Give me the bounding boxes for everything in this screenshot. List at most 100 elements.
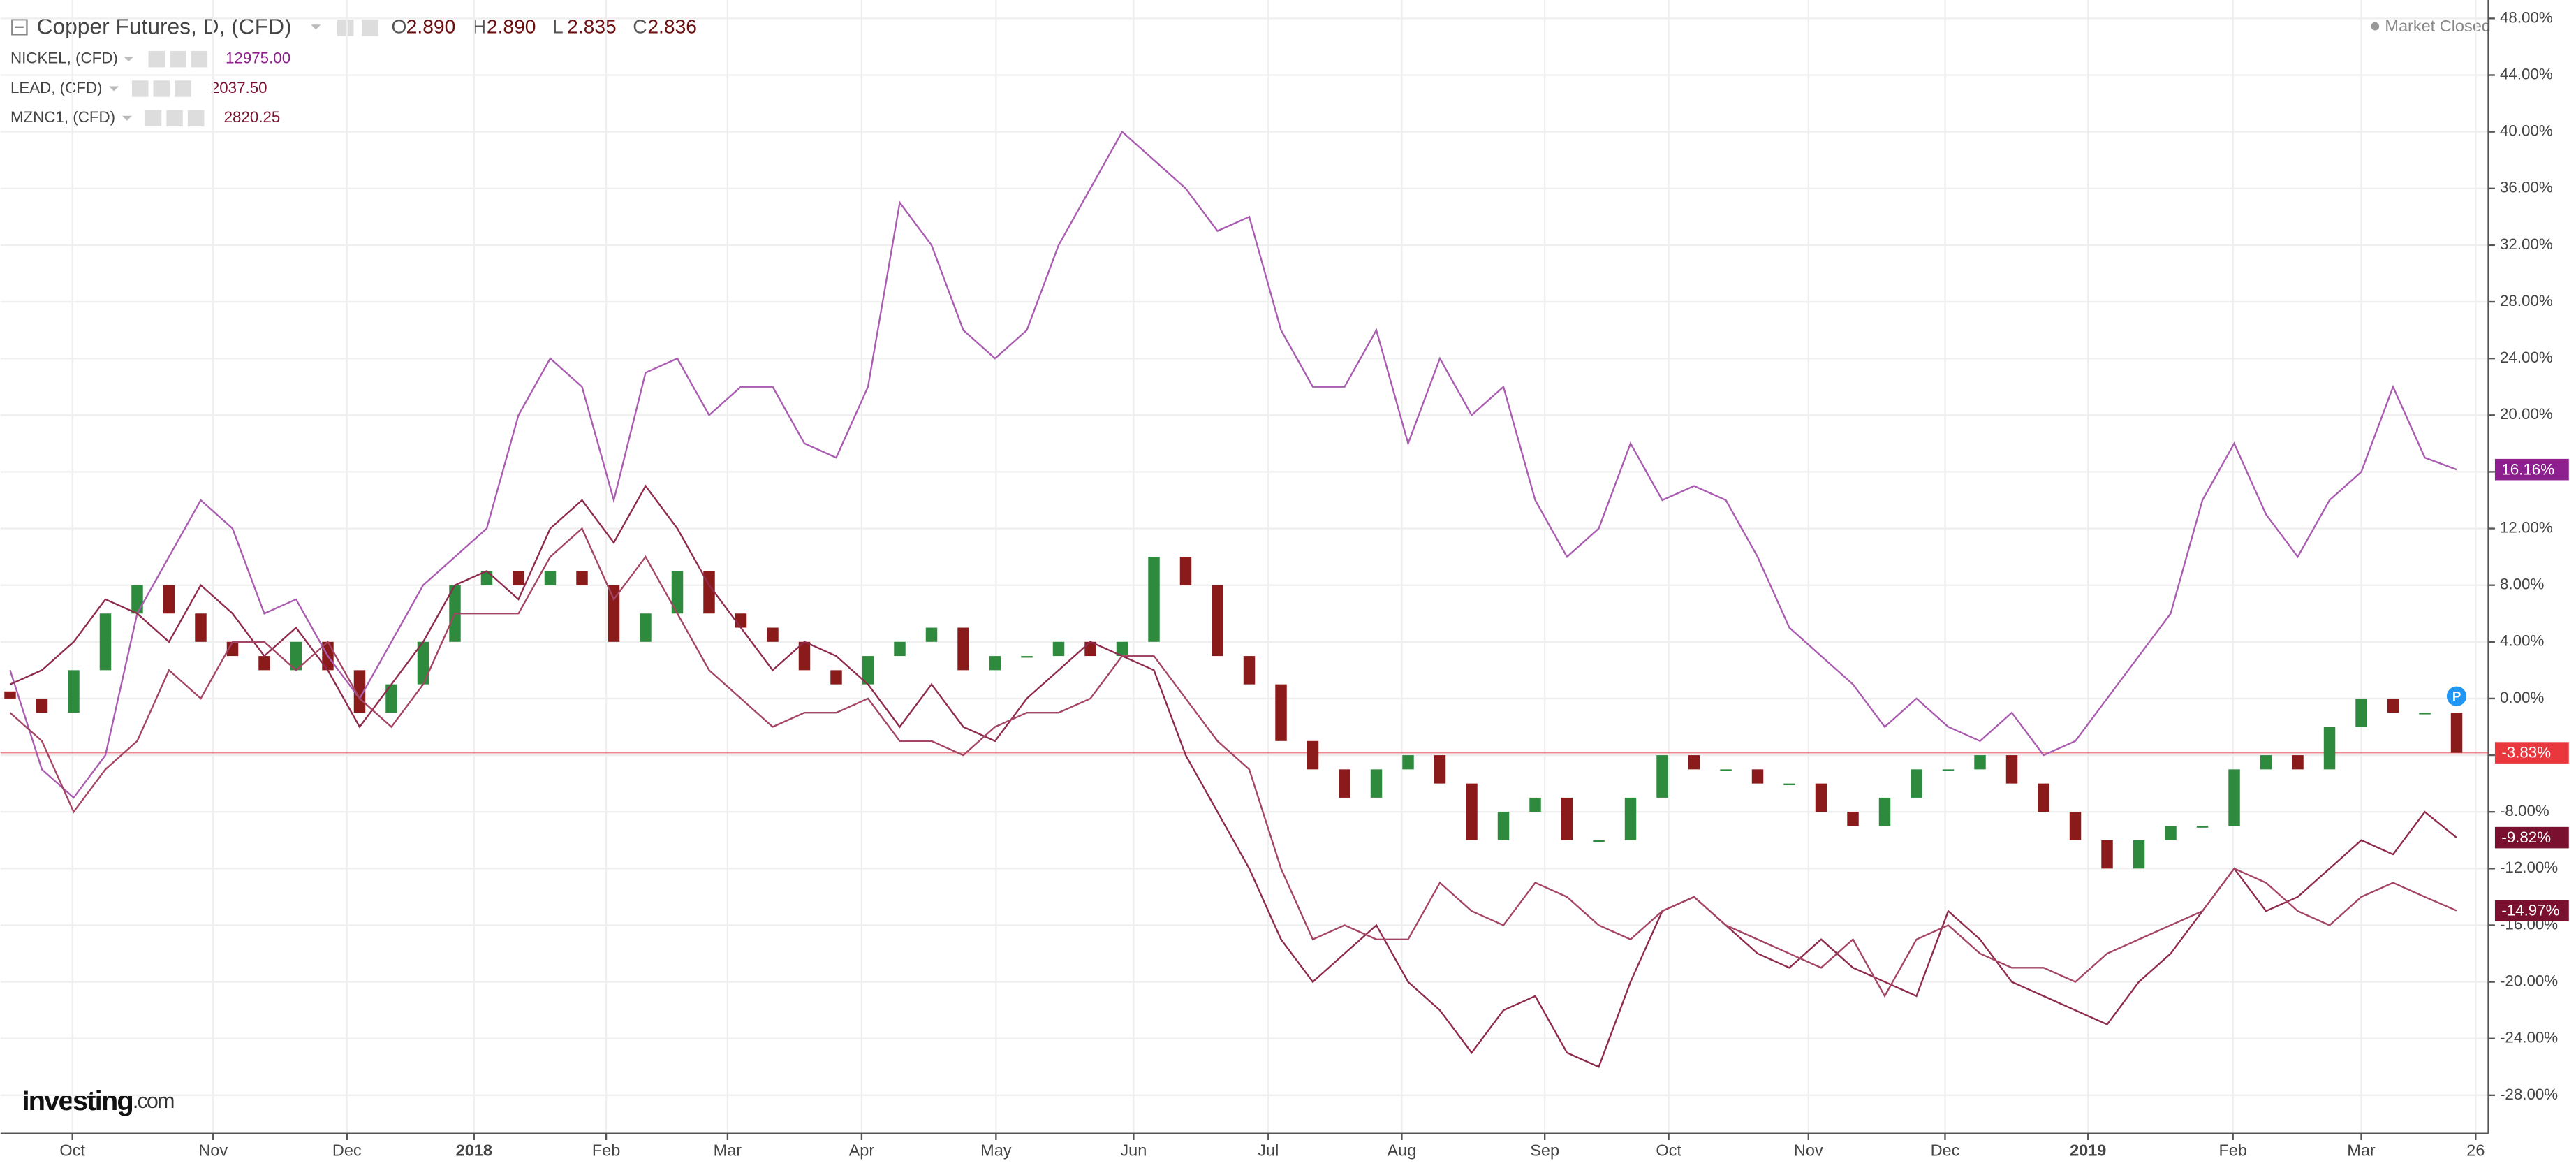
legend-icon[interactable] bbox=[148, 50, 165, 68]
legend-icon[interactable] bbox=[131, 80, 149, 97]
candle-body bbox=[195, 613, 207, 642]
candle-body bbox=[1339, 769, 1350, 798]
x-tick-label: 26 bbox=[2466, 1141, 2485, 1160]
y-tick-label: -20.00% bbox=[2500, 972, 2558, 989]
candle-body bbox=[2292, 755, 2304, 770]
candle-body bbox=[1402, 755, 1414, 770]
candle-body bbox=[1656, 755, 1668, 798]
marker-badge bbox=[2446, 686, 2467, 706]
legend-icon[interactable] bbox=[191, 50, 208, 68]
legend-name: LEAD, (CFD) bbox=[10, 79, 103, 96]
y-tick-label: -28.00% bbox=[2500, 1086, 2558, 1103]
candle-body bbox=[1720, 769, 1732, 771]
candle-body bbox=[1751, 769, 1764, 784]
candle-body bbox=[1847, 812, 1859, 826]
candle-body bbox=[1561, 797, 1573, 840]
candle-body bbox=[1148, 557, 1160, 642]
series-title: Copper Futures, D, (CFD) bbox=[37, 13, 292, 38]
header-icon[interactable] bbox=[362, 20, 378, 36]
candle-body bbox=[2260, 755, 2272, 770]
collapse-icon[interactable] bbox=[11, 19, 28, 36]
candle-body bbox=[544, 571, 557, 585]
candle-body bbox=[767, 627, 779, 642]
y-tick-label: 12.00% bbox=[2500, 518, 2553, 536]
ohlc-key: O bbox=[392, 15, 407, 37]
legend-icon[interactable] bbox=[145, 110, 162, 127]
candle-body bbox=[2323, 727, 2336, 770]
legend-icon[interactable] bbox=[175, 80, 191, 97]
legend-price: 12975.00 bbox=[226, 50, 290, 67]
candle-body bbox=[671, 571, 684, 614]
candle-body bbox=[1942, 769, 1955, 771]
candle-body bbox=[1116, 641, 1128, 657]
candle-body bbox=[2101, 840, 2113, 869]
candle-body bbox=[608, 585, 620, 642]
candle-body bbox=[131, 585, 143, 614]
y-tick-label: 28.00% bbox=[2500, 292, 2553, 309]
series-line bbox=[9, 130, 2457, 799]
ohlc-key: L bbox=[552, 15, 564, 37]
candle-body bbox=[258, 656, 270, 671]
y-tick-label: 48.00% bbox=[2500, 8, 2553, 26]
candle-body bbox=[1911, 769, 1922, 798]
brand-logo: Investing.com bbox=[22, 1085, 174, 1116]
x-tick-label: Sep bbox=[1530, 1141, 1559, 1160]
candle-body bbox=[894, 641, 906, 657]
brand-suffix: .com bbox=[133, 1089, 174, 1113]
x-tick-label: Jul bbox=[1258, 1141, 1279, 1160]
dropdown-caret bbox=[109, 86, 119, 92]
candle-body bbox=[2355, 698, 2367, 727]
candle-body bbox=[1497, 812, 1510, 840]
x-tick-label: Apr bbox=[849, 1141, 875, 1160]
candle-body bbox=[417, 641, 429, 685]
candle-body bbox=[1624, 797, 1637, 840]
y-tick-label: 24.00% bbox=[2500, 349, 2553, 366]
x-tick-label: 2018 bbox=[456, 1141, 492, 1160]
last-value-tag bbox=[2494, 742, 2569, 764]
legend-icon[interactable] bbox=[187, 110, 205, 127]
y-tick-label: 8.00% bbox=[2500, 576, 2544, 593]
candle-body bbox=[1815, 783, 1827, 812]
status-dot bbox=[2371, 22, 2380, 31]
candle-body bbox=[163, 585, 175, 614]
last-value-label: 16.16% bbox=[2501, 460, 2554, 478]
last-value-tag bbox=[2494, 900, 2569, 921]
series-line bbox=[9, 527, 2457, 998]
y-tick-label: 20.00% bbox=[2500, 405, 2553, 423]
x-tick-label: Aug bbox=[1387, 1141, 1416, 1160]
x-tick-label: Nov bbox=[1794, 1141, 1823, 1160]
last-value-label: -3.83% bbox=[2501, 744, 2551, 761]
legend-icon[interactable] bbox=[153, 80, 170, 97]
header-icon[interactable] bbox=[337, 20, 354, 36]
candle-body bbox=[2196, 826, 2209, 828]
y-tick-label: -24.00% bbox=[2500, 1029, 2558, 1046]
x-tick-label: Jun bbox=[1120, 1141, 1147, 1160]
legend-icon[interactable] bbox=[166, 110, 183, 127]
brand-main: Investing bbox=[22, 1085, 133, 1116]
candle-body bbox=[1974, 755, 1986, 770]
x-tick-label: Feb bbox=[592, 1141, 621, 1160]
x-tick-label: Oct bbox=[59, 1141, 85, 1160]
candle-body bbox=[1275, 684, 1287, 741]
last-value-label: -14.97% bbox=[2501, 902, 2559, 919]
x-tick-label: Mar bbox=[2347, 1141, 2376, 1160]
candle-body bbox=[862, 656, 874, 685]
dropdown-caret bbox=[124, 57, 134, 62]
dropdown-caret bbox=[311, 24, 321, 30]
candle-body bbox=[2419, 713, 2431, 715]
candle-body bbox=[830, 670, 842, 685]
candle-body bbox=[2038, 783, 2049, 812]
legend-icon[interactable] bbox=[170, 50, 186, 68]
y-tick-label: 44.00% bbox=[2500, 65, 2553, 82]
candle-body bbox=[290, 641, 302, 671]
candle-body bbox=[2005, 755, 2018, 784]
candle-body bbox=[1529, 797, 1541, 812]
candle-body bbox=[1878, 797, 1891, 826]
last-value-tag bbox=[2494, 826, 2569, 849]
candle-body bbox=[1370, 769, 1383, 798]
candle-body bbox=[385, 684, 397, 713]
legend-name: MZNC1, (CFD) bbox=[10, 108, 115, 126]
candle-body bbox=[798, 641, 811, 671]
candle-body bbox=[1243, 656, 1256, 685]
